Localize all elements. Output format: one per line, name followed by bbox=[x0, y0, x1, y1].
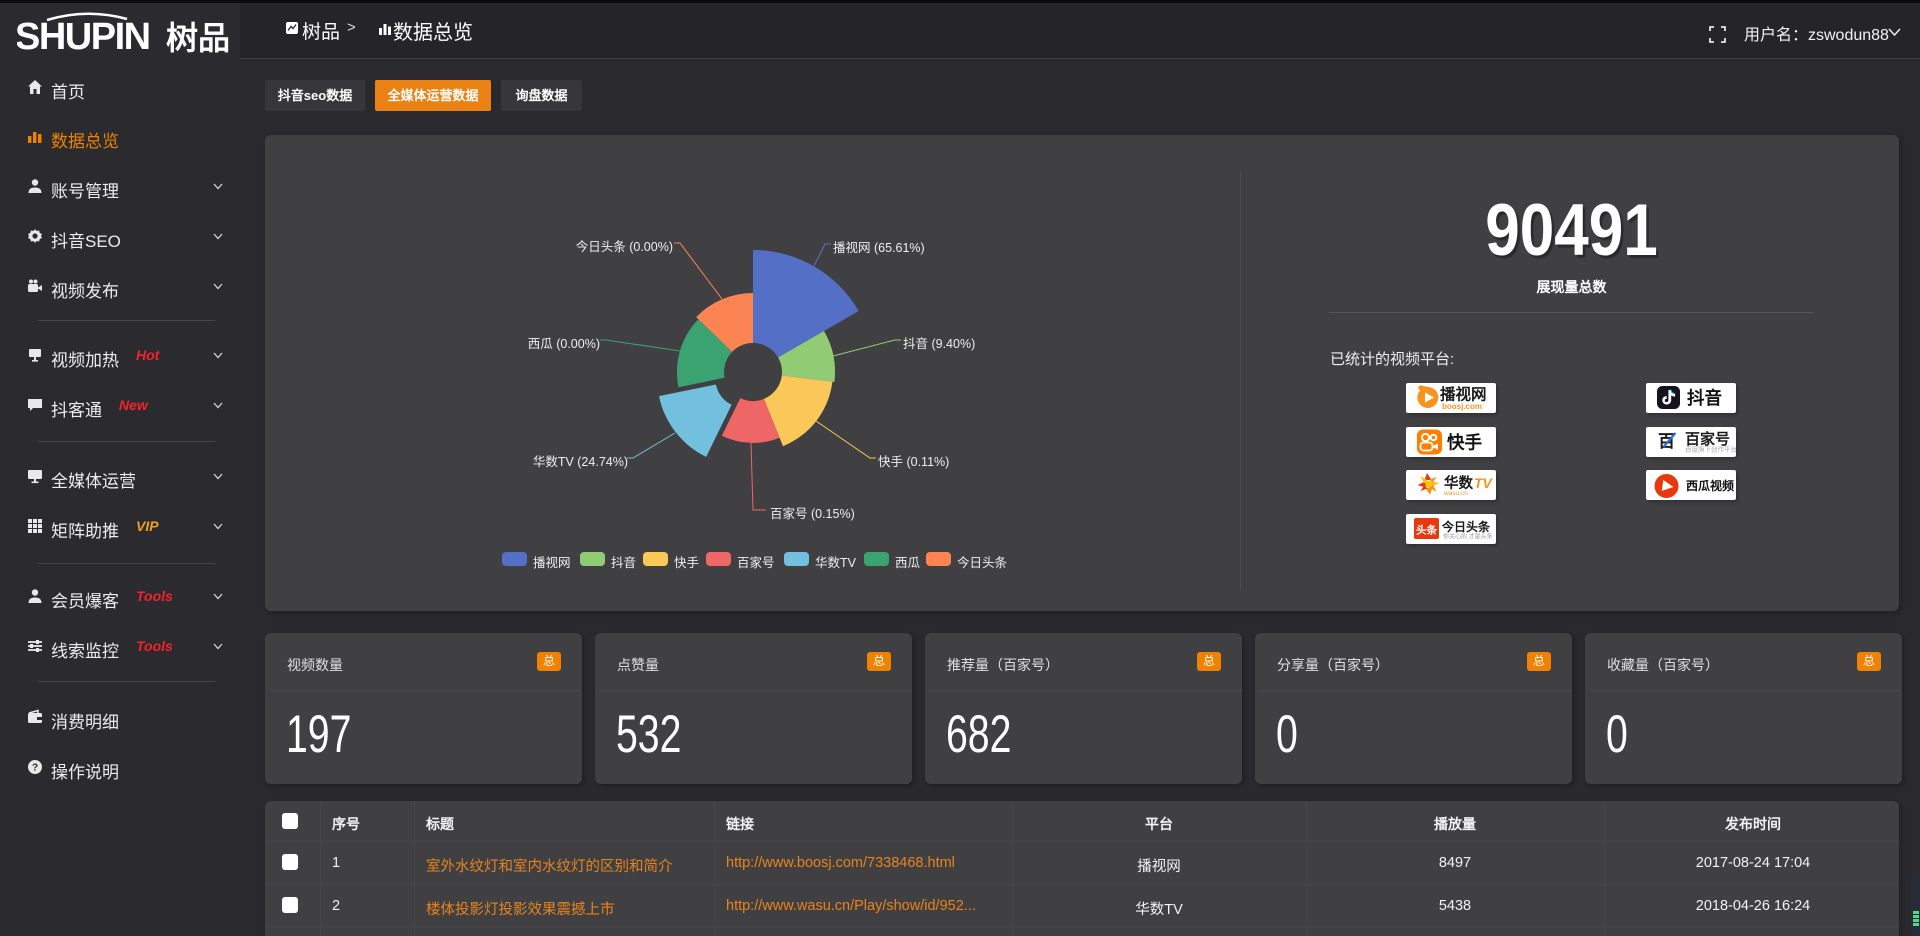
svg-text:抖音: 抖音 bbox=[1687, 388, 1722, 408]
svg-text:百家号: 百家号 bbox=[1685, 430, 1730, 448]
svg-text:树品: 树品 bbox=[166, 20, 230, 56]
svg-text:百: 百 bbox=[1658, 432, 1675, 451]
svg-text:百度旗下创作平台: 百度旗下创作平台 bbox=[1685, 445, 1736, 454]
svg-text:SHUPIN: SHUPIN bbox=[17, 16, 150, 58]
svg-text:西瓜视频: 西瓜视频 bbox=[1686, 478, 1734, 493]
svg-text:头条: 头条 bbox=[1416, 524, 1438, 537]
svg-text:你关心的 才是头条: 你关心的 才是头条 bbox=[1443, 533, 1493, 541]
svg-text:播视网: 播视网 bbox=[1440, 385, 1487, 404]
svg-text:wasu.cn: wasu.cn bbox=[1443, 490, 1468, 497]
svg-text:TV: TV bbox=[1474, 475, 1494, 491]
svg-text:今日头条: 今日头条 bbox=[1441, 519, 1491, 534]
svg-text:boosj.com: boosj.com bbox=[1442, 402, 1482, 411]
svg-text:快手: 快手 bbox=[1447, 433, 1482, 453]
svg-text:华数: 华数 bbox=[1444, 474, 1473, 492]
svg-text:?: ? bbox=[32, 763, 38, 774]
